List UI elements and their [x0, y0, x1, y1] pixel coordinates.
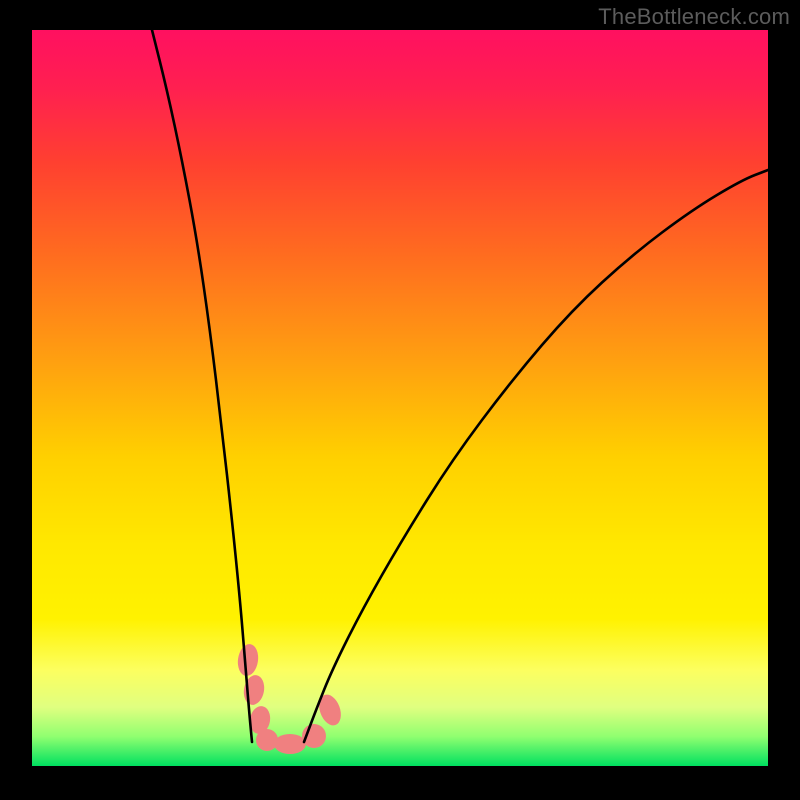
plot-area — [32, 30, 768, 766]
bottleneck-chart — [0, 0, 800, 800]
marker-blob — [256, 729, 278, 751]
chart-frame: TheBottleneck.com — [0, 0, 800, 800]
watermark-text: TheBottleneck.com — [598, 4, 790, 30]
marker-blob — [274, 734, 306, 754]
gradient-background — [32, 30, 768, 766]
